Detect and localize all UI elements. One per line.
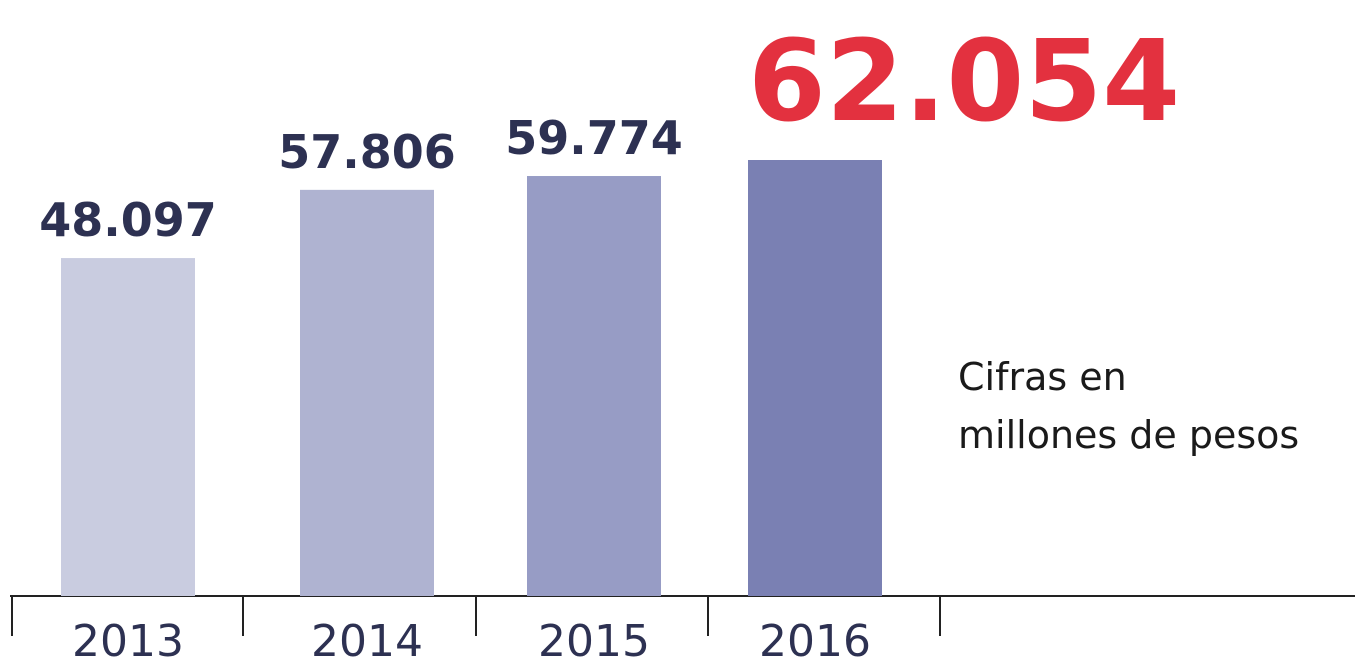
bar (748, 160, 882, 596)
bar (300, 189, 434, 596)
x-tick-label: 2013 (72, 616, 184, 661)
x-tick-label: 2015 (538, 616, 650, 661)
note: Cifras en (958, 355, 1127, 399)
value-label: 57.806 (278, 125, 456, 179)
bar (61, 258, 195, 596)
value-label: 62.054 (748, 17, 1180, 147)
bar (527, 176, 661, 596)
x-tick-label: 2014 (311, 616, 423, 661)
value-label: 59.774 (505, 111, 683, 165)
x-tick-label: 2016 (759, 616, 871, 661)
value-label: 48.097 (39, 193, 217, 247)
note: millones de pesos (958, 413, 1299, 457)
